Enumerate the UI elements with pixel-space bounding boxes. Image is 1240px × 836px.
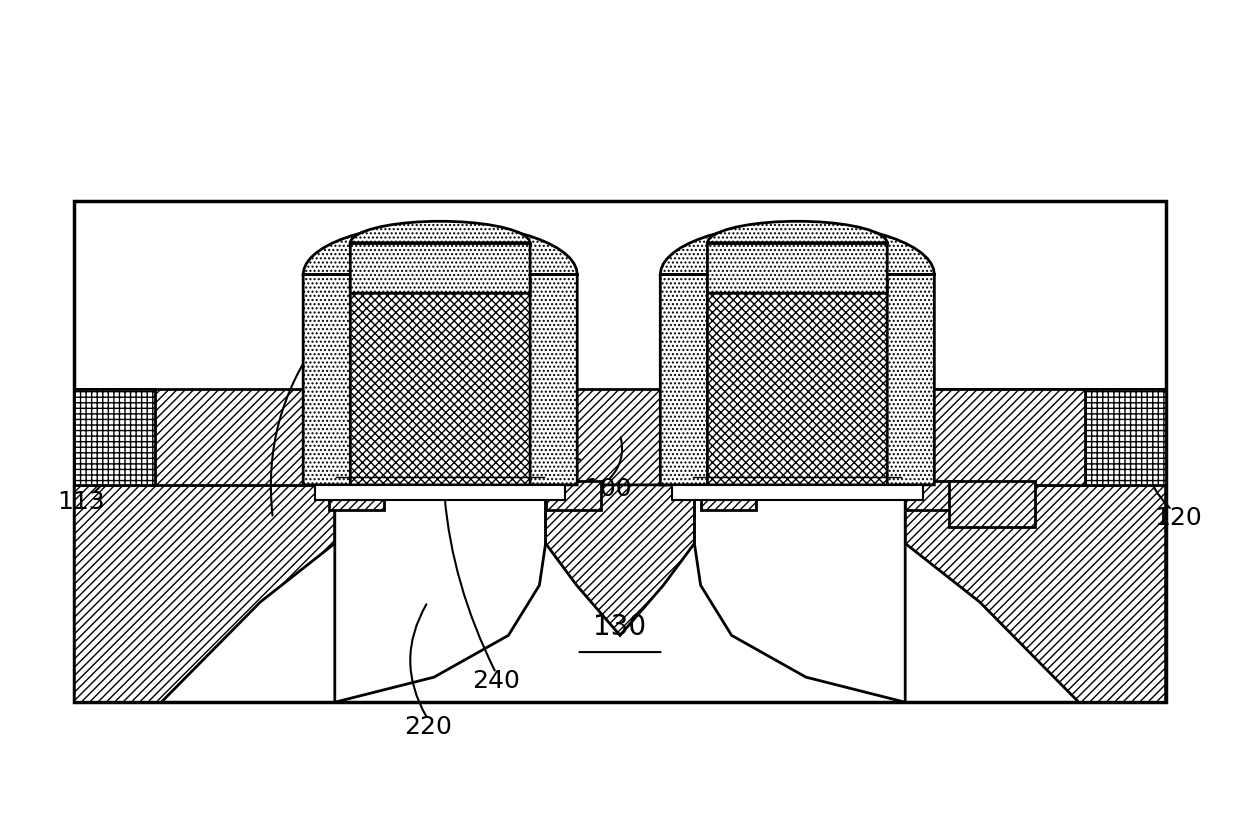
Polygon shape bbox=[905, 485, 1166, 702]
Text: 100: 100 bbox=[584, 477, 631, 501]
Bar bbox=[949, 481, 1035, 527]
Bar bbox=[315, 485, 565, 500]
Polygon shape bbox=[350, 222, 531, 293]
Bar bbox=[672, 485, 923, 500]
Bar bbox=[701, 481, 756, 510]
Text: 220: 220 bbox=[404, 716, 451, 739]
Bar bbox=[74, 201, 1166, 702]
Polygon shape bbox=[350, 254, 531, 485]
Polygon shape bbox=[707, 254, 888, 485]
Polygon shape bbox=[335, 485, 546, 702]
Polygon shape bbox=[303, 224, 577, 485]
Text: 130: 130 bbox=[594, 613, 646, 641]
Text: 112: 112 bbox=[305, 310, 352, 334]
Text: 131: 131 bbox=[480, 444, 527, 467]
Text: 123: 123 bbox=[888, 402, 935, 426]
Polygon shape bbox=[546, 485, 694, 635]
Text: 200: 200 bbox=[415, 446, 465, 473]
Bar bbox=[329, 481, 384, 510]
Text: 240: 240 bbox=[472, 670, 520, 693]
Text: 200: 200 bbox=[773, 446, 822, 473]
Bar bbox=[905, 481, 961, 510]
Text: 113: 113 bbox=[57, 490, 104, 513]
Text: 120: 120 bbox=[1154, 507, 1202, 530]
Bar bbox=[74, 389, 155, 485]
Text: 150: 150 bbox=[900, 486, 947, 509]
Bar bbox=[74, 389, 1166, 485]
Polygon shape bbox=[707, 222, 888, 293]
Bar bbox=[1085, 389, 1166, 485]
Polygon shape bbox=[74, 485, 335, 702]
Bar bbox=[546, 481, 601, 510]
Bar bbox=[905, 389, 1085, 485]
Polygon shape bbox=[694, 485, 905, 702]
Polygon shape bbox=[660, 224, 935, 485]
